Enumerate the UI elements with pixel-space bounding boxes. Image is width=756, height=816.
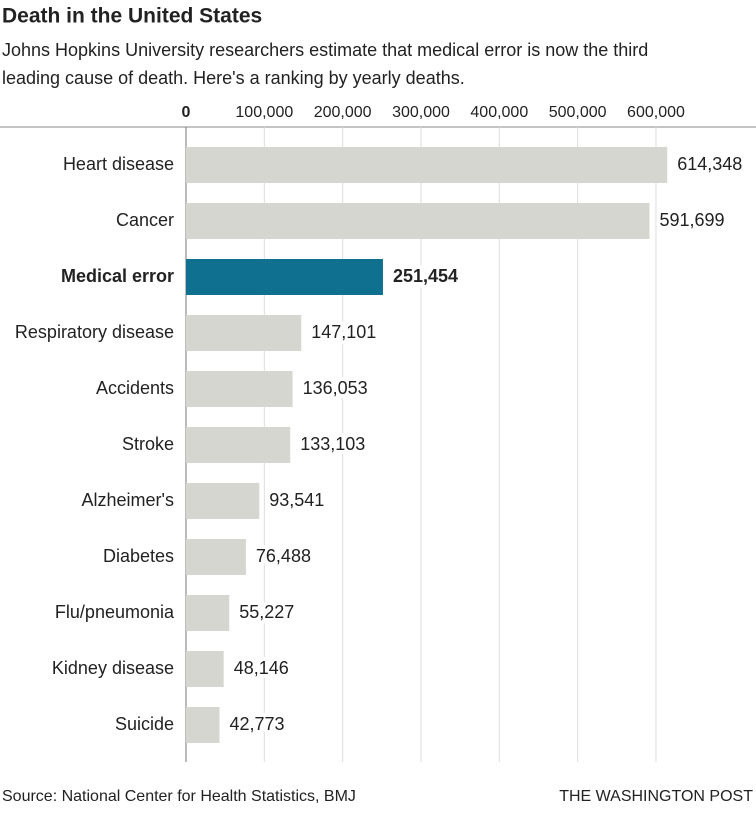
x-tick-label: 600,000: [627, 104, 685, 121]
y-tick-label: Heart disease: [63, 154, 174, 174]
bar: [186, 259, 383, 295]
y-tick-label: Alzheimer's: [82, 490, 174, 510]
chart-title: Death in the United States: [2, 5, 262, 28]
y-tick-label: Diabetes: [103, 546, 174, 566]
bar: [186, 203, 650, 239]
y-tick-label: Stroke: [122, 434, 174, 454]
x-tick-label: 300,000: [392, 104, 450, 121]
bar: [186, 371, 293, 407]
x-tick-label: 200,000: [314, 104, 372, 121]
bar: [186, 707, 220, 743]
value-label: 591,699: [659, 210, 724, 230]
bar: [186, 315, 302, 351]
x-tick-label: 0: [182, 104, 191, 121]
value-label: 48,146: [234, 658, 289, 678]
value-label: 133,103: [300, 434, 365, 454]
y-tick-label: Cancer: [116, 210, 174, 230]
y-tick-label: Respiratory disease: [15, 322, 174, 342]
credit: THE WASHINGTON POST: [559, 788, 753, 805]
bar: [186, 651, 224, 687]
bar: [186, 427, 291, 463]
y-tick-label: Medical error: [61, 266, 174, 286]
value-label: 251,454: [393, 266, 458, 286]
x-tick-label: 100,000: [235, 104, 293, 121]
y-tick-label: Accidents: [96, 378, 174, 398]
value-label: 147,101: [311, 322, 376, 342]
subtitle: leading cause of death. Here's a ranking…: [2, 68, 465, 88]
subtitle: Johns Hopkins University researchers est…: [2, 40, 648, 60]
value-label: 42,773: [230, 714, 285, 734]
value-label: 614,348: [677, 154, 742, 174]
y-tick-label: Flu/pneumonia: [55, 602, 175, 622]
bar: [186, 539, 246, 575]
x-tick-label: 500,000: [549, 104, 607, 121]
bar: [186, 483, 260, 519]
source: Source: National Center for Health Stati…: [2, 788, 356, 805]
value-label: 136,053: [303, 378, 368, 398]
y-tick-label: Suicide: [115, 714, 174, 734]
bar: [186, 595, 230, 631]
value-label: 76,488: [256, 546, 311, 566]
y-tick-label: Kidney disease: [52, 658, 174, 678]
x-tick-label: 400,000: [470, 104, 528, 121]
value-label: 93,541: [269, 490, 324, 510]
value-label: 55,227: [239, 602, 294, 622]
bar: [186, 147, 668, 183]
